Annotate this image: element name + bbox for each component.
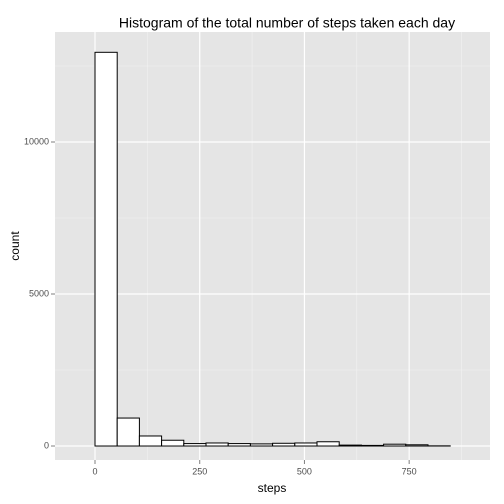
marks <box>94 51 451 447</box>
bar <box>338 444 362 447</box>
y-axis-label: count <box>8 231 22 261</box>
x-tick-label: 500 <box>297 466 312 476</box>
bar <box>405 444 429 447</box>
bar <box>161 439 185 447</box>
bar <box>94 51 118 447</box>
bar <box>205 442 229 447</box>
bar <box>272 442 296 447</box>
y-tick-label: 10000 <box>24 136 49 146</box>
x-tick-label: 750 <box>402 466 417 476</box>
bar <box>316 441 340 447</box>
y-tick-label: 5000 <box>29 288 49 298</box>
bar <box>116 417 140 447</box>
bar <box>360 444 385 447</box>
x-tick-label: 0 <box>92 466 97 476</box>
panel <box>55 32 490 460</box>
chart-title: Histogram of the total number of steps t… <box>119 15 455 31</box>
bar <box>138 435 163 447</box>
bar <box>294 442 318 447</box>
x-axis-label: steps <box>258 481 287 495</box>
x-tick-label: 250 <box>192 466 207 476</box>
bar <box>227 443 251 447</box>
bar <box>183 443 207 447</box>
bar <box>249 443 274 447</box>
bar <box>383 443 407 447</box>
y-tick-label: 0 <box>44 440 49 450</box>
